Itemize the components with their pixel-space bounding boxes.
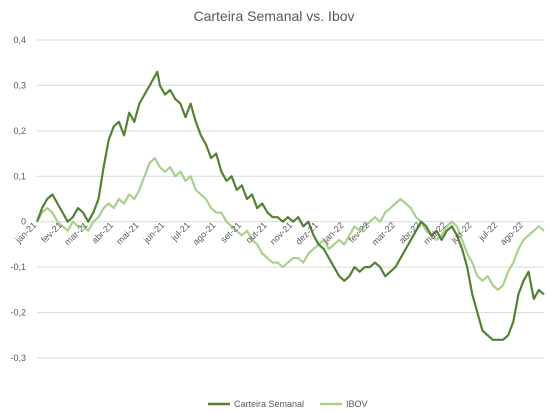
x-tick-label: nov-21 — [268, 220, 295, 247]
y-tick-label: 0,3 — [13, 80, 26, 90]
x-tick-label: jul-22 — [476, 220, 499, 243]
x-tick-label: jun-21 — [141, 220, 166, 245]
x-tick-label: mar-22 — [370, 220, 397, 247]
x-tick-label: ago-21 — [191, 220, 218, 247]
series-line — [35, 70, 545, 341]
y-tick-label: 0,2 — [13, 126, 26, 136]
x-tick-label: abr-21 — [90, 220, 115, 245]
y-axis-ticks: 0,4 0,3 0,2 0,1 0 -0,1 -0,2 -0,3 — [10, 35, 26, 363]
y-tick-label: -0,3 — [10, 353, 26, 363]
chart-title: Carteira Semanal vs. Ibov — [193, 8, 354, 24]
legend-label: Carteira Semanal — [234, 399, 304, 409]
y-tick-label: 0,1 — [13, 171, 26, 181]
x-tick-label: fev-21 — [39, 220, 64, 245]
legend-label: IBOV — [346, 399, 368, 409]
series-line — [36, 157, 545, 291]
series-lines — [35, 70, 545, 341]
x-tick-label: jul-21 — [169, 220, 192, 243]
y-tick-label: -0,2 — [10, 308, 26, 318]
y-tick-label: 0 — [21, 217, 26, 227]
y-tick-label: 0,4 — [13, 35, 26, 45]
y-tick-label: -0,1 — [10, 262, 26, 272]
x-tick-label: jun-22 — [448, 220, 473, 245]
legend: Carteira Semanal IBOV — [208, 399, 368, 409]
gridlines — [37, 39, 544, 359]
x-tick-label: mai-21 — [114, 220, 141, 247]
